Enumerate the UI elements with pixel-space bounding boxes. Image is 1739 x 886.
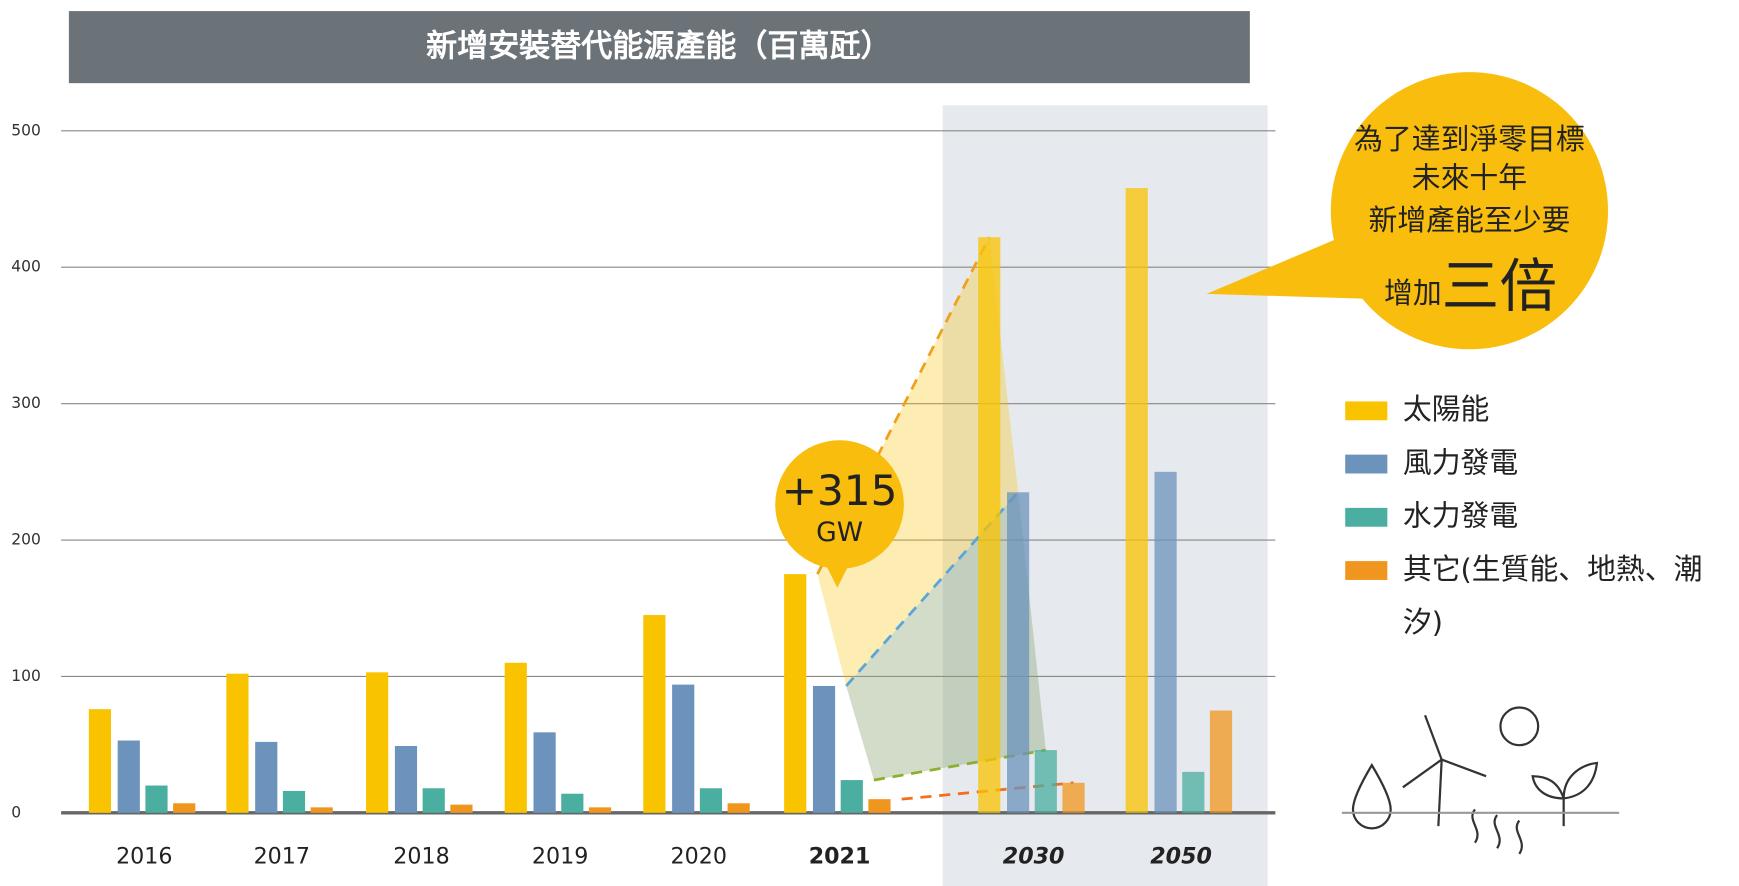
bar [311, 807, 333, 812]
bar [255, 742, 277, 813]
bar [450, 805, 472, 813]
increase-value: +315 [782, 466, 898, 515]
bar [89, 709, 111, 813]
bar [1126, 188, 1148, 813]
legend-item: 其它(生質能、地熱、潮汐) [1336, 543, 1739, 649]
bar [1154, 472, 1176, 813]
x-tick-label: 2016 [116, 844, 172, 870]
legend-label: 其它(生質能、地熱、潮汐) [1403, 543, 1736, 649]
x-tick-label: 2030 [1003, 844, 1065, 870]
chart: 新增安裝替代能源產能（百萬瓩） 0 100 200 300 400 500 2016 2017… [0, 0, 1739, 886]
bar [534, 732, 556, 812]
bar [145, 786, 167, 813]
bar [1062, 783, 1084, 813]
bar [395, 746, 417, 813]
bar [1210, 711, 1232, 813]
bar [423, 788, 445, 813]
legend-item: 太陽能 [1336, 384, 1739, 437]
legend-item: 水力發電 [1336, 490, 1739, 543]
legend-swatch [1345, 455, 1387, 474]
bar [813, 686, 835, 813]
legend-swatch [1345, 508, 1387, 527]
legend-label: 風力發電 [1403, 437, 1736, 490]
legend-swatch [1345, 401, 1387, 420]
bar [1007, 492, 1029, 813]
bar [700, 788, 722, 813]
y-tick-label: 200 [11, 531, 41, 549]
bar [561, 794, 583, 813]
legend-item: 風力發電 [1336, 437, 1739, 490]
bar [868, 799, 890, 813]
bar [672, 685, 694, 813]
y-tick-label: 0 [11, 803, 21, 821]
bar [366, 672, 388, 812]
x-tick-label: 2050 [1150, 844, 1212, 870]
bar [784, 574, 806, 813]
bar [589, 807, 611, 812]
bar [643, 615, 665, 813]
bar [118, 741, 140, 813]
y-tick-label: 400 [11, 258, 41, 276]
bar [226, 674, 248, 813]
x-tick-label: 2018 [393, 844, 449, 870]
energy-icons [1342, 707, 1619, 853]
bar [173, 803, 195, 813]
callout-text: 未來十年 [1412, 161, 1527, 195]
x-tick-label: 2021 [809, 844, 871, 870]
callout-text: 新增產能至少要 [1369, 203, 1571, 237]
callout-emphasis: 三倍 [1442, 252, 1557, 320]
y-tick-label: 300 [11, 394, 41, 412]
legend-label: 水力發電 [1403, 490, 1736, 543]
legend-swatch [1345, 561, 1387, 580]
legend-label: 太陽能 [1403, 384, 1736, 437]
increase-unit: GW [816, 517, 863, 548]
x-tick-label: 2019 [532, 844, 588, 870]
y-tick-label: 100 [11, 667, 41, 685]
x-tick-label: 2017 [254, 844, 310, 870]
bar [728, 803, 750, 813]
bar [283, 791, 305, 813]
page: {"chart_data": {"type": "bar", "title": … [0, 0, 1739, 886]
bar [841, 780, 863, 813]
legend-box: 太陽能風力發電水力發電其它(生質能、地熱、潮汐) [1336, 384, 1739, 650]
y-tick-label: 500 [11, 121, 41, 139]
callout-text: 增加 [1384, 276, 1442, 310]
bar [1182, 772, 1204, 813]
chart-title: 新增安裝替代能源產能（百萬瓩） [426, 29, 891, 65]
callout-text: 為了達到淨零目標 [1354, 122, 1585, 156]
x-tick-label: 2020 [671, 844, 727, 870]
bar [505, 663, 527, 813]
bar [978, 237, 1000, 813]
bar [1035, 750, 1057, 813]
